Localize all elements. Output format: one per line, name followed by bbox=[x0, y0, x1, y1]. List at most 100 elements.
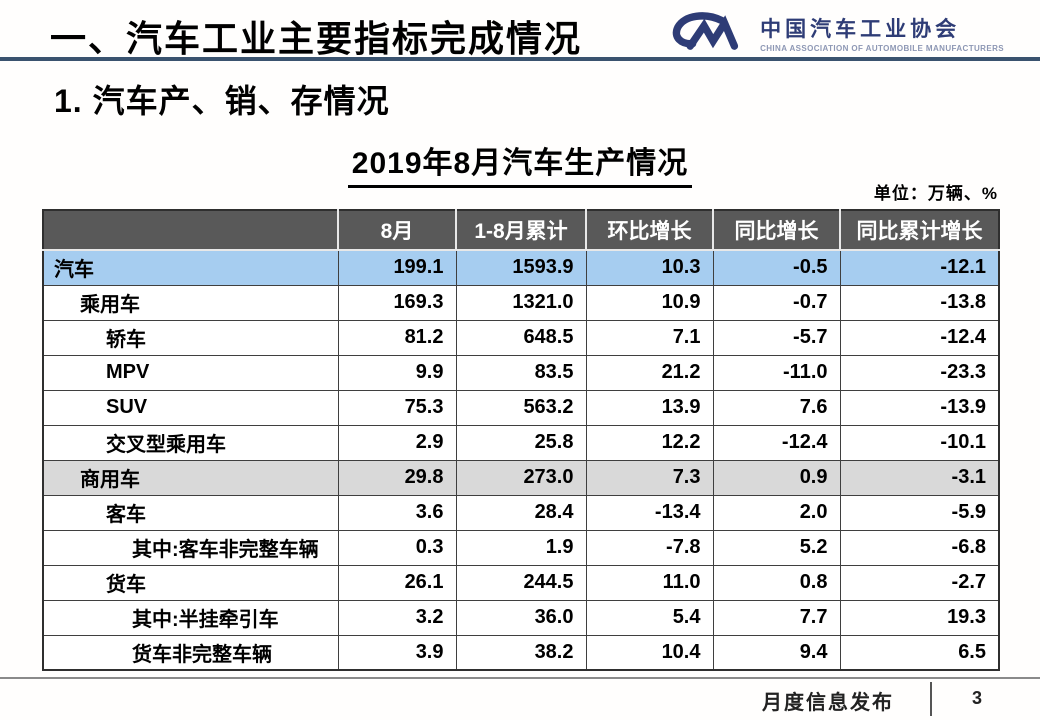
value-cell: 3.9 bbox=[337, 634, 457, 671]
value-cell: 1321.0 bbox=[455, 284, 587, 321]
row-label: 轿车 bbox=[42, 319, 339, 356]
value-cell: 7.6 bbox=[712, 389, 841, 426]
value-cell: -0.5 bbox=[712, 249, 841, 286]
table-body: 汽车 199.1 1593.9 10.3 -0.5 -12.1 乘用车 169.3 1321.0… bbox=[42, 249, 1000, 671]
column-header: 同比增长 bbox=[712, 210, 840, 251]
value-cell: 169.3 bbox=[337, 284, 457, 321]
header-row: 8月 1-8月累计 环比增长 同比增长 同比累计增长 bbox=[43, 210, 999, 251]
table-row: 乘用车 169.3 1321.0 10.9 -0.7 -13.8 bbox=[42, 284, 1000, 321]
value-cell: 26.1 bbox=[337, 564, 457, 601]
value-cell: -13.9 bbox=[839, 389, 1000, 426]
value-cell: -6.8 bbox=[839, 529, 1000, 566]
value-cell: 21.2 bbox=[585, 354, 714, 391]
column-header: 环比增长 bbox=[585, 210, 713, 251]
row-label: MPV bbox=[42, 354, 339, 391]
value-cell: -5.9 bbox=[839, 494, 1000, 531]
value-cell: 83.5 bbox=[455, 354, 587, 391]
table-row: 交叉型乘用车 2.9 25.8 12.2 -12.4 -10.1 bbox=[42, 424, 1000, 461]
value-cell: 11.0 bbox=[585, 564, 714, 601]
row-label: 商用车 bbox=[42, 459, 339, 496]
value-cell: 2.0 bbox=[712, 494, 841, 531]
value-cell: 36.0 bbox=[455, 599, 587, 636]
column-header: 8月 bbox=[337, 210, 456, 251]
row-label: 客车 bbox=[42, 494, 339, 531]
value-cell: 9.4 bbox=[712, 634, 841, 671]
footer-rule-divider bbox=[0, 677, 1040, 679]
value-cell: 10.9 bbox=[585, 284, 714, 321]
row-label: SUV bbox=[42, 389, 339, 426]
row-label: 其中:半挂牵引车 bbox=[42, 599, 339, 636]
value-cell: 0.9 bbox=[712, 459, 841, 496]
value-cell: 273.0 bbox=[455, 459, 587, 496]
table-row: 客车 3.6 28.4 -13.4 2.0 -5.9 bbox=[42, 494, 1000, 531]
production-table: 8月 1-8月累计 环比增长 同比增长 同比累计增长 汽车 199.1 1593.9 10.3… bbox=[42, 209, 1000, 671]
value-cell: 244.5 bbox=[455, 564, 587, 601]
row-label: 乘用车 bbox=[42, 284, 339, 321]
column-header: 1-8月累计 bbox=[455, 210, 586, 251]
table-row: 货车非完整车辆 3.9 38.2 10.4 9.4 6.5 bbox=[42, 634, 1000, 671]
value-cell: -3.1 bbox=[839, 459, 1000, 496]
value-cell: 0.3 bbox=[337, 529, 457, 566]
value-cell: 38.2 bbox=[455, 634, 587, 671]
logo-name-cn: 中国汽车工业协会 bbox=[760, 17, 961, 41]
footer-label: 月度信息发布 bbox=[762, 692, 894, 714]
table-row: 轿车 81.2 648.5 7.1 -5.7 -12.4 bbox=[42, 319, 1000, 356]
value-cell: 563.2 bbox=[455, 389, 587, 426]
value-cell: 1.9 bbox=[455, 529, 587, 566]
caam-logo: 中国汽车工业协会 CHINA ASSOCIATION OF AUTOMOBILE… bbox=[668, 10, 1004, 61]
value-cell: 1593.9 bbox=[455, 249, 587, 286]
row-label: 货车 bbox=[42, 564, 339, 601]
value-cell: -5.7 bbox=[712, 319, 841, 356]
value-cell: 5.4 bbox=[585, 599, 714, 636]
table-row: SUV 75.3 563.2 13.9 7.6 -13.9 bbox=[42, 389, 1000, 426]
title-rule-divider bbox=[0, 57, 1040, 61]
value-cell: -2.7 bbox=[839, 564, 1000, 601]
table-row: 其中:客车非完整车辆 0.3 1.9 -7.8 5.2 -6.8 bbox=[42, 529, 1000, 566]
caam-monogram-icon bbox=[668, 10, 750, 61]
table-row: 货车 26.1 244.5 11.0 0.8 -2.7 bbox=[42, 564, 1000, 601]
value-cell: 7.7 bbox=[712, 599, 841, 636]
value-cell: 9.9 bbox=[337, 354, 457, 391]
row-label: 其中:客车非完整车辆 bbox=[42, 529, 339, 566]
value-cell: -12.4 bbox=[839, 319, 1000, 356]
table-row: 其中:半挂牵引车 3.2 36.0 5.4 7.7 19.3 bbox=[42, 599, 1000, 636]
page-number: 3 bbox=[971, 688, 982, 708]
row-label: 交叉型乘用车 bbox=[42, 424, 339, 461]
caam-logo-text: 中国汽车工业协会 CHINA ASSOCIATION OF AUTOMOBILE… bbox=[760, 18, 1004, 53]
value-cell: 2.9 bbox=[337, 424, 457, 461]
value-cell: -12.4 bbox=[712, 424, 841, 461]
value-cell: 19.3 bbox=[839, 599, 1000, 636]
value-cell: 75.3 bbox=[337, 389, 457, 426]
table-title-wrap: 2019年8月汽车生产情况 bbox=[0, 138, 1040, 188]
logo-name-en: CHINA ASSOCIATION OF AUTOMOBILE MANUFACT… bbox=[760, 44, 1004, 54]
value-cell: 29.8 bbox=[337, 459, 457, 496]
slide-title: 一、汽车工业主要指标完成情况 bbox=[50, 18, 583, 59]
table-row: 商用车 29.8 273.0 7.3 0.9 -3.1 bbox=[42, 459, 1000, 496]
page-number-divider bbox=[930, 682, 932, 716]
value-cell: 199.1 bbox=[337, 249, 457, 286]
value-cell: 0.8 bbox=[712, 564, 841, 601]
value-cell: 81.2 bbox=[337, 319, 457, 356]
section-subtitle: 1. 汽车产、销、存情况 bbox=[54, 83, 390, 119]
value-cell: 648.5 bbox=[455, 319, 587, 356]
value-cell: 6.5 bbox=[839, 634, 1000, 671]
value-cell: -12.1 bbox=[839, 249, 1000, 286]
value-cell: 10.3 bbox=[585, 249, 714, 286]
table-row: MPV 9.9 83.5 21.2 -11.0 -23.3 bbox=[42, 354, 1000, 391]
value-cell: 10.4 bbox=[585, 634, 714, 671]
value-cell: -7.8 bbox=[585, 529, 714, 566]
table-title: 2019年8月汽车生产情况 bbox=[347, 138, 693, 188]
row-label: 汽车 bbox=[42, 249, 339, 286]
value-cell: 7.1 bbox=[585, 319, 714, 356]
column-header: 同比累计增长 bbox=[839, 210, 999, 251]
value-cell: 12.2 bbox=[585, 424, 714, 461]
value-cell: 25.8 bbox=[455, 424, 587, 461]
value-cell: -0.7 bbox=[712, 284, 841, 321]
row-label: 货车非完整车辆 bbox=[42, 634, 339, 671]
value-cell: 13.9 bbox=[585, 389, 714, 426]
value-cell: -13.8 bbox=[839, 284, 1000, 321]
unit-note: 单位：万辆、% bbox=[873, 184, 998, 203]
value-cell: -11.0 bbox=[712, 354, 841, 391]
table-header: 8月 1-8月累计 环比增长 同比增长 同比累计增长 bbox=[43, 210, 999, 251]
